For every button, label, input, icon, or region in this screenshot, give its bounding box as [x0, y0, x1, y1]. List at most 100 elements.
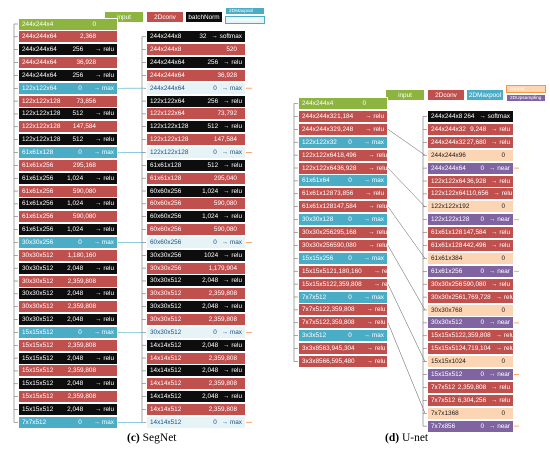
connector-line: [387, 283, 426, 362]
layer-shape: 30x30x512: [22, 316, 54, 324]
layer-activation: → relu: [223, 213, 242, 221]
layer-shape: 244x244x64: [22, 71, 57, 79]
segnet-decoder-layer: 122x122x64 256 → relu: [146, 94, 246, 108]
layer-activation: → max: [363, 254, 384, 262]
layer-activation: → relu: [368, 203, 388, 211]
layer-activation: → relu: [223, 187, 242, 195]
layer-shape: 15x15x512: [302, 267, 334, 275]
segnet-encoder-layer: 61x61x128 0 → max: [18, 146, 118, 159]
layer-activation: → relu: [223, 277, 242, 285]
layer-shape: 15x15x1024: [431, 358, 466, 366]
layer-params: 590,080: [213, 226, 237, 234]
segnet-decoder-layer: 14x14x512 0 → max: [146, 415, 246, 429]
layer-params: 442,496: [463, 242, 487, 249]
connector-line: [387, 206, 426, 259]
layer-shape: 15x15x512: [22, 393, 54, 401]
layer-params: 0: [213, 328, 217, 336]
layer-shape: 15x15x512: [22, 367, 54, 375]
segnet-decoder-layer: 244x244x64 36,928: [146, 68, 246, 82]
layer-shape: 7x7x512: [431, 396, 456, 404]
layer-shape: 60x60x256: [150, 213, 182, 221]
layer-params: 18,496: [336, 151, 357, 159]
layer-params: 147,584: [72, 123, 96, 131]
segnet-decoder-layer: 30x30x256 1,179,904: [146, 261, 246, 275]
layer-params: 256: [207, 59, 219, 66]
layer-activation: → relu: [491, 177, 510, 185]
legend-input-unet: input: [385, 89, 425, 101]
layer-shape: 61x61x256: [22, 161, 54, 169]
unet-encoder-layer: 30x30x256 590,080 → relu: [298, 238, 388, 252]
layer-shape: 30x30x128: [302, 216, 334, 224]
segnet-encoder-layer: 61x61x256 590,080: [18, 210, 118, 224]
layer-activation: → relu: [491, 125, 510, 133]
segnet-encoder-layer: 15x15x512 2,359,808: [18, 338, 118, 352]
layer-shape: 122x122x128: [150, 136, 189, 144]
layer-shape: 60x60x256: [150, 187, 182, 195]
layer-activation: → relu: [493, 190, 513, 198]
layer-params: 73,856: [76, 97, 96, 105]
layer-params: 3,945,304: [326, 345, 355, 353]
segnet-decoder-layer: 61x61x128 512 → relu: [146, 158, 246, 172]
unet-encoder-layer: 61x61x64 0 → max: [298, 174, 388, 188]
layer-activation: → relu: [368, 229, 388, 236]
layer-shape: 122x122x64: [22, 84, 57, 92]
layer-shape: 61x61x256: [22, 200, 54, 208]
layer-activation: → max: [363, 138, 384, 146]
layer-activation: → relu: [223, 251, 242, 259]
layer-params: 110,656: [465, 190, 489, 198]
segnet-encoder-layer: 61x61x256 295,168: [18, 158, 118, 172]
unet-decoder-layer: 30x30x768 0: [427, 303, 514, 317]
segnet-encoder-layer: 15x15x512 2,048 → relu: [18, 377, 118, 391]
unet-decoder-layer: 30x30x256 1,769,728 → relu: [427, 290, 514, 304]
layer-shape: 7x7x1368: [431, 409, 459, 417]
layer-shape: 61x61x128: [22, 149, 54, 156]
layer-params: 0: [78, 238, 82, 246]
unet-decoder-layer: 244x244x32 27,680 → relu: [427, 135, 514, 149]
unet-encoder-layer: 3x3x856 3,945,304 → relu: [298, 342, 388, 356]
layer-shape: 14x14x512: [150, 418, 182, 426]
unet-encoder-layer: 7x7x512 2,359,808 → relu: [298, 303, 388, 317]
layer-shape: 122x122x32: [302, 138, 337, 146]
layer-shape: 30x30x512: [22, 251, 54, 259]
segnet-decoder-layer: 14x14x512 2,359,808: [146, 351, 246, 365]
layer-activation: → relu: [368, 241, 388, 249]
layer-activation: → relu: [491, 138, 510, 146]
legend-maxpool-unet: 2DMaxpool: [466, 89, 504, 101]
layer-activation: → max: [221, 238, 242, 246]
unet-decoder-layer: 244x244x32 9,248 → relu: [427, 122, 514, 136]
layer-shape: 30x30x256: [431, 293, 463, 301]
layer-params: 2,048: [202, 277, 219, 285]
layer-activation: → relu: [95, 316, 114, 324]
layer-params: 2,048: [67, 380, 84, 388]
layer-params: 2,359,808: [326, 306, 355, 314]
layer-params: 9,248: [337, 125, 354, 133]
connector-line: [387, 129, 426, 156]
layer-params: 1,180,160: [333, 267, 362, 275]
layer-params: 0: [501, 409, 505, 417]
unet-decoder-layer: 122x122x192 0: [427, 200, 514, 214]
segnet-decoder-layer: 60x60x256 1,024 → relu: [146, 184, 246, 198]
layer-shape: 15x15x256: [302, 254, 334, 262]
layer-params: 73,792: [217, 110, 237, 118]
layer-params: 0: [213, 148, 217, 156]
layer-activation: → max: [221, 328, 242, 336]
layer-params: 295,040: [213, 174, 237, 182]
layer-params: 0: [213, 238, 217, 246]
unet-decoder-layer: 61x61x384 0: [427, 251, 514, 265]
segnet-encoder-layer: 15x15x512 2,048 → relu: [18, 351, 118, 365]
layer-shape: 244x244x32: [302, 125, 337, 133]
unet-decoder-layer: 7x7x512 2,359,808 → relu: [427, 380, 514, 394]
layer-params: 512: [207, 123, 219, 131]
layer-shape: 122x122x64: [431, 177, 466, 185]
unet-encoder-layer: 7x7x512 0 → max: [298, 290, 388, 304]
layer-activation: → relu: [223, 123, 242, 131]
layer-params: 0: [362, 100, 366, 107]
layer-shape: 15x15x512: [431, 345, 463, 353]
layer-shape: 30x30x512: [22, 303, 54, 311]
layer-shape: 15x15x512: [22, 328, 54, 336]
layer-shape: 122x122x128: [150, 148, 189, 156]
layer-shape: 244x244x64: [22, 46, 57, 54]
unet-decoder-layer: 61x61x128 442,496 → relu: [427, 239, 514, 252]
layer-activation: → max: [93, 238, 114, 246]
